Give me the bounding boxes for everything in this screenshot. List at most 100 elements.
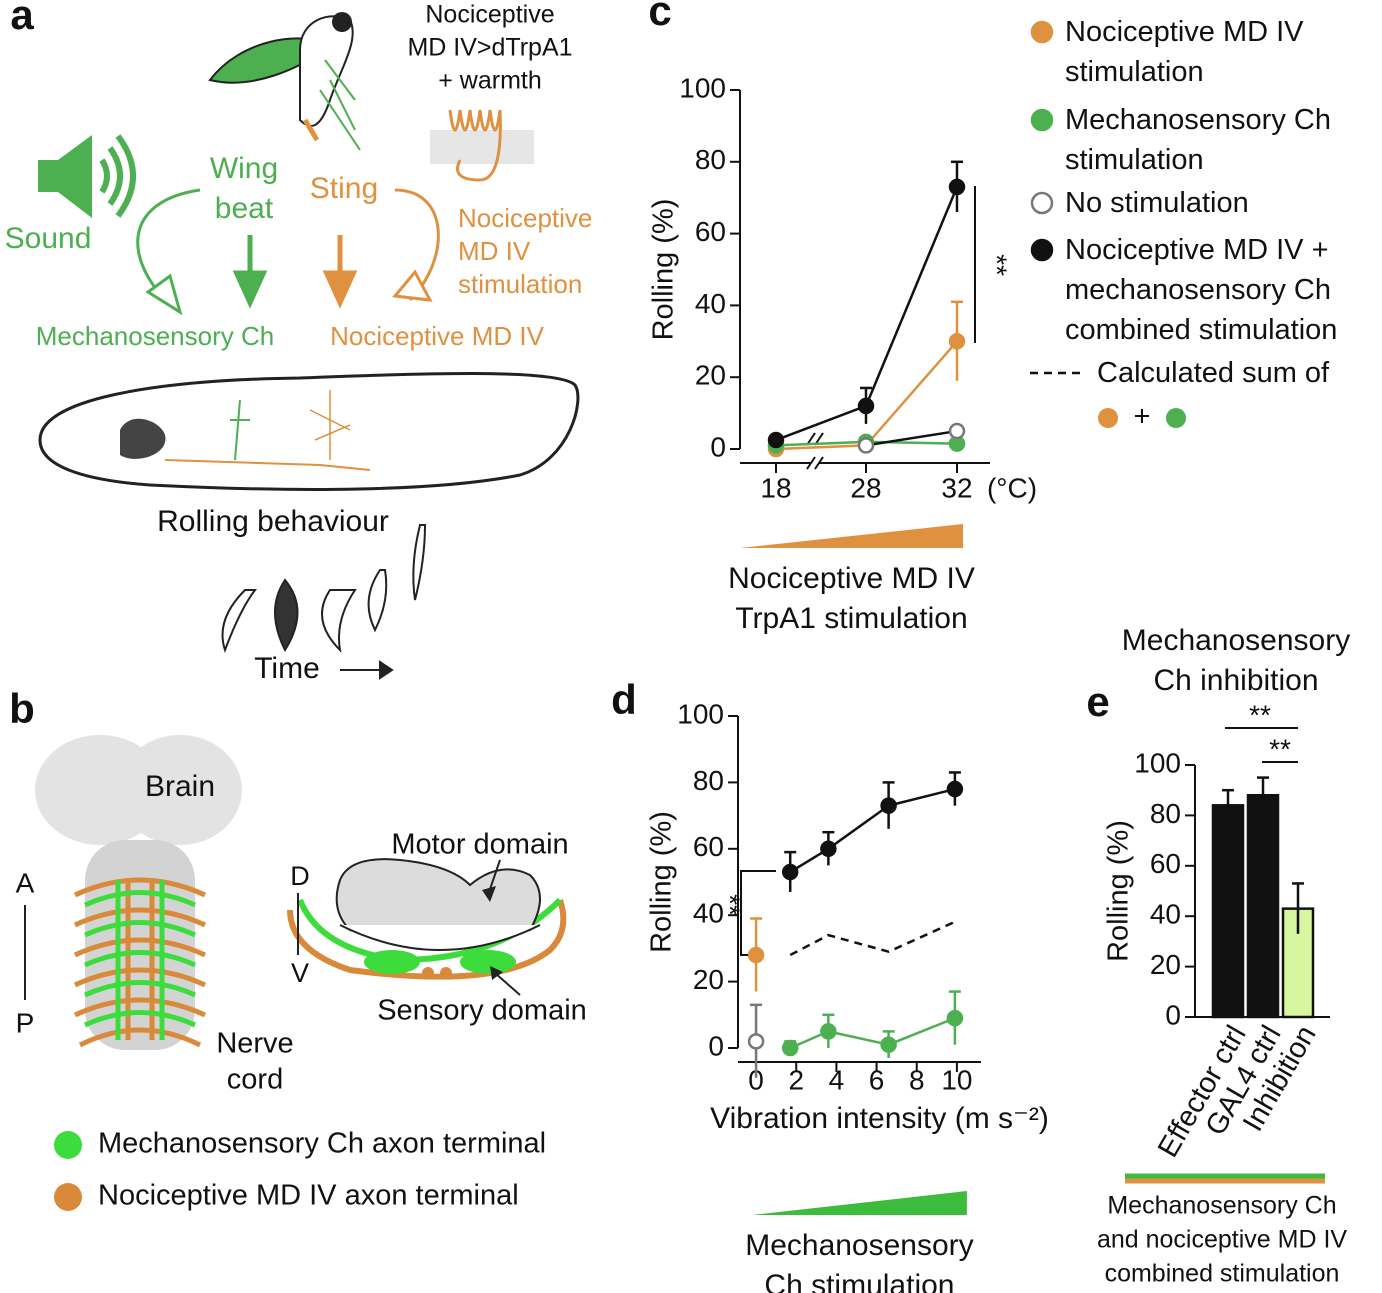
label: TrpA1 stimulation [735,602,967,635]
legend-marker [1030,238,1054,262]
legend-marker [1098,408,1118,428]
legend-marker [54,1183,82,1211]
label: P [16,1007,35,1038]
label: 40 [1150,899,1181,930]
label: ** [1269,733,1291,764]
label: D [290,861,310,891]
label: 20 [1150,949,1181,980]
legend-entry: Mechanosensory Ch stimulation [1065,104,1331,176]
label: stimulation [458,269,582,299]
label: ** [982,254,1013,276]
axis-break-mark [806,456,816,470]
label: Vibration intensity (m s⁻²) [710,1102,1049,1135]
label: 60 [693,831,724,862]
label: 0 [1165,999,1181,1030]
label: Ch inhibition [1153,664,1318,697]
label: Time [254,652,320,685]
label: Sting [310,172,378,205]
label: d [611,676,637,723]
label: Nociceptive MD IV axon terminal [98,1180,519,1212]
label: 10 [941,1064,972,1095]
label: b [9,685,35,732]
label: Nociceptive [458,203,592,233]
cns-diagram [24,735,242,1050]
label: cord [227,1064,283,1096]
larva-outline [38,372,580,491]
data-point [747,1033,765,1050]
legend-marker [1030,191,1054,215]
label: 100 [677,698,724,729]
data-point [948,178,966,196]
label: + [1134,401,1151,433]
legend-marker [1030,108,1054,132]
label: 60 [1150,848,1181,879]
label: ** [1249,699,1271,730]
rolling-larvae [221,524,427,680]
label: Sensory domain [377,995,587,1027]
label: Brain [145,770,215,803]
label: Rolling (%) [646,811,678,953]
label: Motor domain [391,829,568,861]
series-line [789,1016,956,1050]
label: 60 [695,216,726,247]
label: Rolling (%) [1103,820,1135,962]
data-point [948,333,966,350]
label: ** [715,894,746,916]
data-point [946,780,964,798]
label: 40 [693,898,724,929]
label: V [291,958,309,988]
label: Mechanosensory Ch axon terminal [98,1128,546,1160]
label: 80 [1150,798,1181,829]
label: Ch stimulation [764,1269,954,1293]
speaker-icon [38,134,136,218]
label: a [10,0,34,38]
label: 4 [829,1064,845,1095]
axis-break-gap [811,457,819,469]
label: Rolling (%) [648,199,680,341]
data-point [781,863,799,881]
label: Rolling behaviour [157,505,389,538]
label: 80 [695,144,726,175]
stimulus-wedge [740,524,963,548]
label: 100 [1134,747,1181,778]
label: Mechanosensory Ch [36,321,274,351]
trpa1-channel [448,109,502,182]
label: A [16,867,35,898]
label: Wing [210,152,278,185]
label: 0 [710,431,726,462]
label: (°C) [987,472,1037,503]
series-line [865,429,958,447]
label: Nociceptive MD IV [330,321,544,351]
data-point [880,797,897,814]
data-point [948,422,966,440]
legend-entry: Nociceptive MD IV + mechanosensory Ch co… [1065,234,1338,346]
data-point [747,946,765,964]
axis-break-gap [811,433,819,445]
legend-entry: Nociceptive MD IV stimulation [1065,16,1304,88]
label: MD IV [458,236,531,266]
data-point [820,840,837,858]
data-point [857,397,875,415]
series-line [789,920,956,957]
arrows [136,188,440,316]
legend-marker [54,1131,82,1159]
label: 8 [909,1064,925,1095]
series-line [789,787,956,874]
label: Nerve [216,1028,293,1060]
label: 40 [695,288,726,319]
label: Nociceptive MD IV [728,562,975,595]
label: 20 [693,964,724,995]
membrane [430,130,534,164]
label: + warmth [438,67,542,95]
label: beat [215,192,274,225]
data-point [857,437,875,454]
fly-sketch [208,12,361,151]
label: 0 [748,1064,764,1095]
legend-marker [1166,408,1186,428]
bar [1211,804,1245,1019]
label: 2 [788,1064,804,1095]
label: Mechanosensory [1122,624,1350,657]
legend-marker [1030,20,1054,44]
